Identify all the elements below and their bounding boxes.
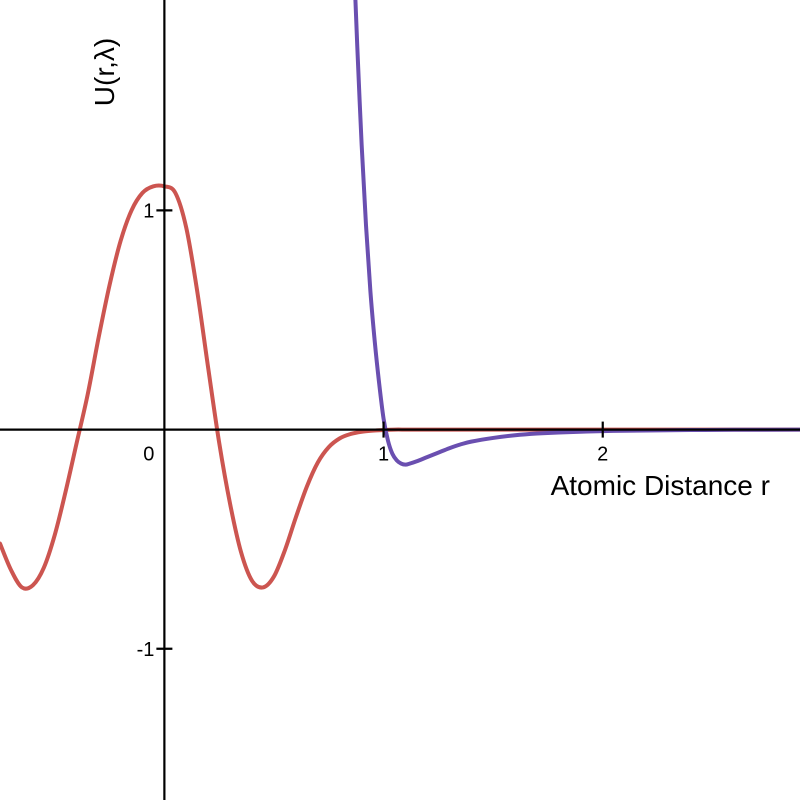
x-axis-title: Atomic Distance r bbox=[551, 470, 770, 501]
series-line-purple bbox=[353, 0, 800, 467]
y-ticks: 1 -1 bbox=[137, 200, 173, 661]
x-tick-label: 1 bbox=[378, 444, 389, 466]
x-ticks: 0 1 2 bbox=[143, 421, 608, 466]
x-tick-label: 2 bbox=[597, 444, 608, 466]
y-tick-label: -1 bbox=[137, 639, 155, 661]
y-tick-label: 1 bbox=[143, 200, 154, 222]
x-tick-label: 0 bbox=[143, 444, 154, 466]
y-axis-title: U(r,λ) bbox=[89, 38, 120, 106]
series-line-red bbox=[0, 183, 800, 591]
